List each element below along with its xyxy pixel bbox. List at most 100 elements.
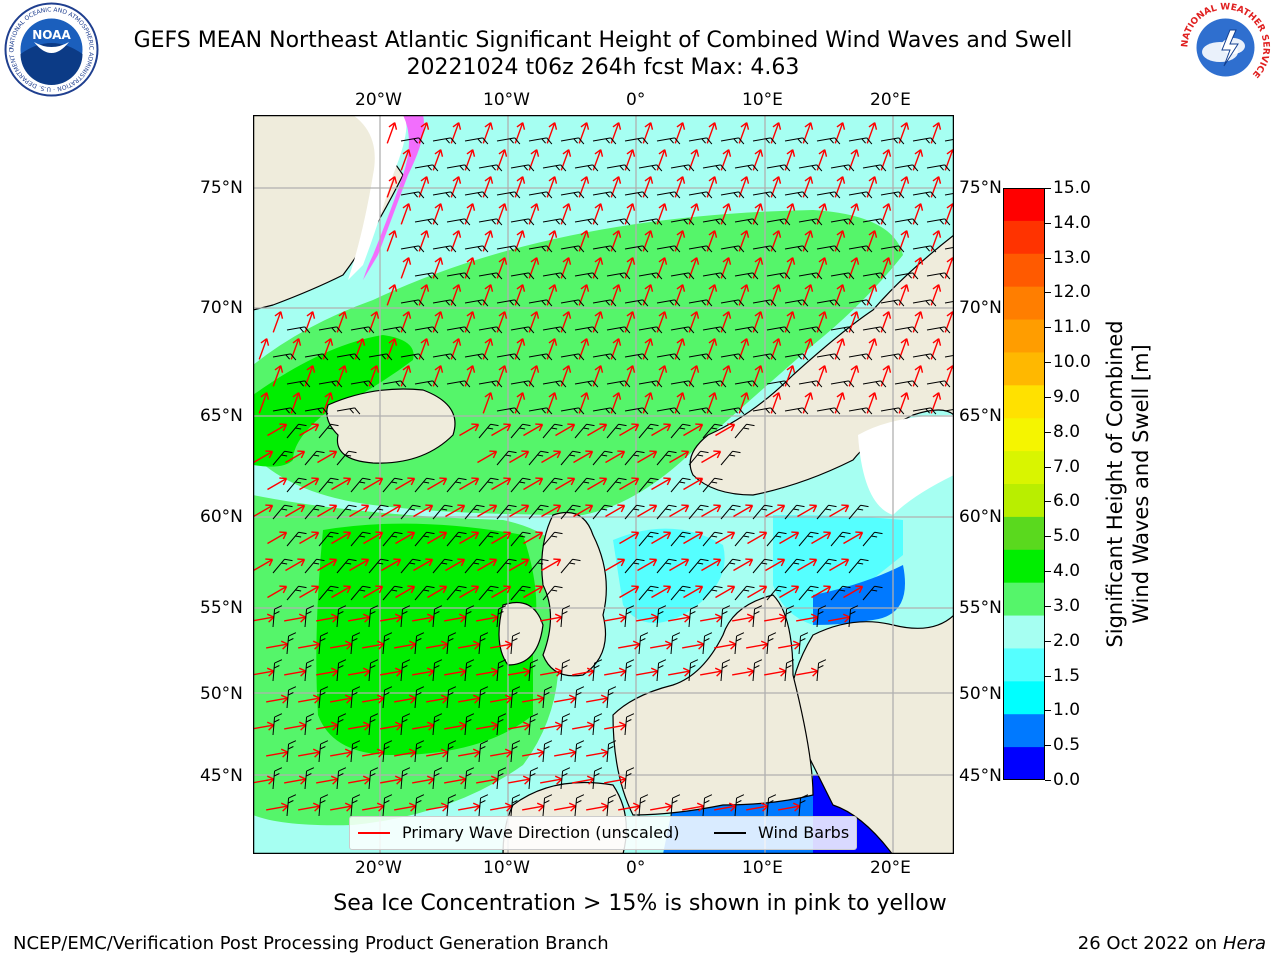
wind-barb — [798, 632, 809, 655]
wind-barb — [432, 353, 457, 361]
wind-barb — [304, 450, 325, 466]
wind-barb — [592, 191, 617, 199]
wave-arrow — [508, 775, 531, 785]
colorbar-tick-mark — [1045, 571, 1051, 573]
wind-barb — [528, 558, 549, 574]
colorbar-tick-mark — [1045, 257, 1051, 259]
wave-arrow — [445, 558, 466, 572]
colorbar-tick-label: 0.5 — [1053, 735, 1081, 756]
wind-barb — [624, 605, 635, 628]
wave-arrow — [459, 477, 480, 491]
wind-barb — [880, 407, 905, 415]
wave-arrow — [508, 667, 531, 677]
wind-barb — [816, 137, 841, 145]
wave-arrow — [258, 392, 270, 414]
wind-barb — [560, 299, 585, 307]
wind-barb — [752, 353, 777, 361]
colorbar-segment — [1003, 220, 1045, 255]
wave-arrow — [412, 667, 435, 677]
wind-barb — [542, 740, 553, 763]
footer-right: 26 Oct 2022 on Hera — [1078, 933, 1266, 954]
wind-barb — [638, 164, 663, 172]
colorbar-tick-label: 3.0 — [1053, 595, 1081, 616]
wind-barb — [670, 218, 695, 226]
wave-arrow — [362, 802, 385, 812]
colorbar-segment — [1003, 549, 1045, 584]
wave-arrow — [348, 613, 371, 623]
colorbar-tick-label: 9.0 — [1053, 386, 1081, 407]
wind-barb — [542, 326, 567, 334]
wind-barb — [912, 299, 937, 307]
lon-label-top: 20°E — [870, 90, 911, 110]
wind-barb — [912, 353, 937, 361]
wave-arrow — [267, 531, 288, 545]
wind-barb — [574, 380, 599, 388]
wave-arrow — [426, 748, 449, 758]
wind-barb — [624, 353, 649, 361]
wave-arrow — [267, 477, 288, 491]
colorbar-tick-mark — [1045, 710, 1051, 712]
lon-label-bottom: 10°E — [742, 858, 783, 878]
colorbar-tick-mark — [1045, 675, 1051, 677]
wind-barb — [702, 326, 727, 334]
colorbar-tick-mark — [1045, 745, 1051, 747]
wind-barb — [688, 245, 713, 253]
wave-arrow — [413, 504, 434, 518]
wind-barb — [606, 164, 631, 172]
wind-barb — [304, 713, 315, 736]
wave-arrow — [426, 802, 449, 812]
wind-barb — [752, 245, 777, 253]
wind-barb — [432, 504, 453, 520]
wave-arrow — [394, 694, 417, 704]
colorbar-segment — [1003, 188, 1045, 222]
wind-barb — [496, 558, 517, 574]
wind-barb — [606, 423, 627, 439]
wind-barb — [464, 137, 489, 145]
wind-barb — [414, 218, 439, 226]
wind-barb — [880, 137, 905, 145]
wind-barb — [574, 218, 599, 226]
wind-barb — [656, 450, 677, 466]
wave-arrow — [746, 640, 769, 650]
wind-barb — [528, 767, 539, 790]
wave-arrow — [618, 640, 641, 650]
colorbar-segment — [1003, 648, 1045, 682]
wave-arrow — [331, 531, 352, 545]
wind-barb — [734, 326, 759, 334]
wave-arrow — [522, 694, 545, 704]
wind-barb — [702, 632, 713, 655]
wind-barb — [734, 585, 755, 601]
wind-barb — [670, 164, 695, 172]
wind-barb — [656, 245, 681, 253]
wind-barb — [336, 605, 347, 628]
wave-arrow — [604, 721, 627, 731]
wave-arrow — [541, 558, 562, 572]
wave-arrow — [700, 613, 723, 623]
wind-barb — [784, 191, 809, 199]
wind-barb — [286, 585, 307, 601]
wave-arrow — [669, 558, 690, 572]
wave-arrow — [573, 450, 594, 464]
wind-barb — [400, 137, 425, 145]
wind-barb — [496, 504, 517, 520]
wind-barb — [272, 659, 283, 682]
wind-barb — [318, 794, 329, 817]
sea-ice-note: Sea Ice Concentration > 15% is shown in … — [333, 891, 947, 916]
wind-barb — [304, 767, 315, 790]
wind-barb — [766, 585, 787, 601]
wind-barb — [638, 326, 663, 334]
wind-barb — [734, 423, 755, 439]
wind-barb — [510, 380, 535, 388]
wind-barb — [560, 407, 585, 415]
wind-barb — [656, 299, 681, 307]
wave-arrow — [668, 667, 691, 677]
wind-barb — [528, 659, 539, 682]
wave-arrow — [540, 721, 563, 731]
wind-barb — [798, 218, 823, 226]
wave-arrow — [284, 667, 307, 677]
wind-barb — [766, 380, 791, 388]
wind-barb — [528, 407, 553, 415]
wind-barb — [638, 380, 663, 388]
wind-barb — [318, 423, 339, 439]
wind-barb — [560, 191, 585, 199]
